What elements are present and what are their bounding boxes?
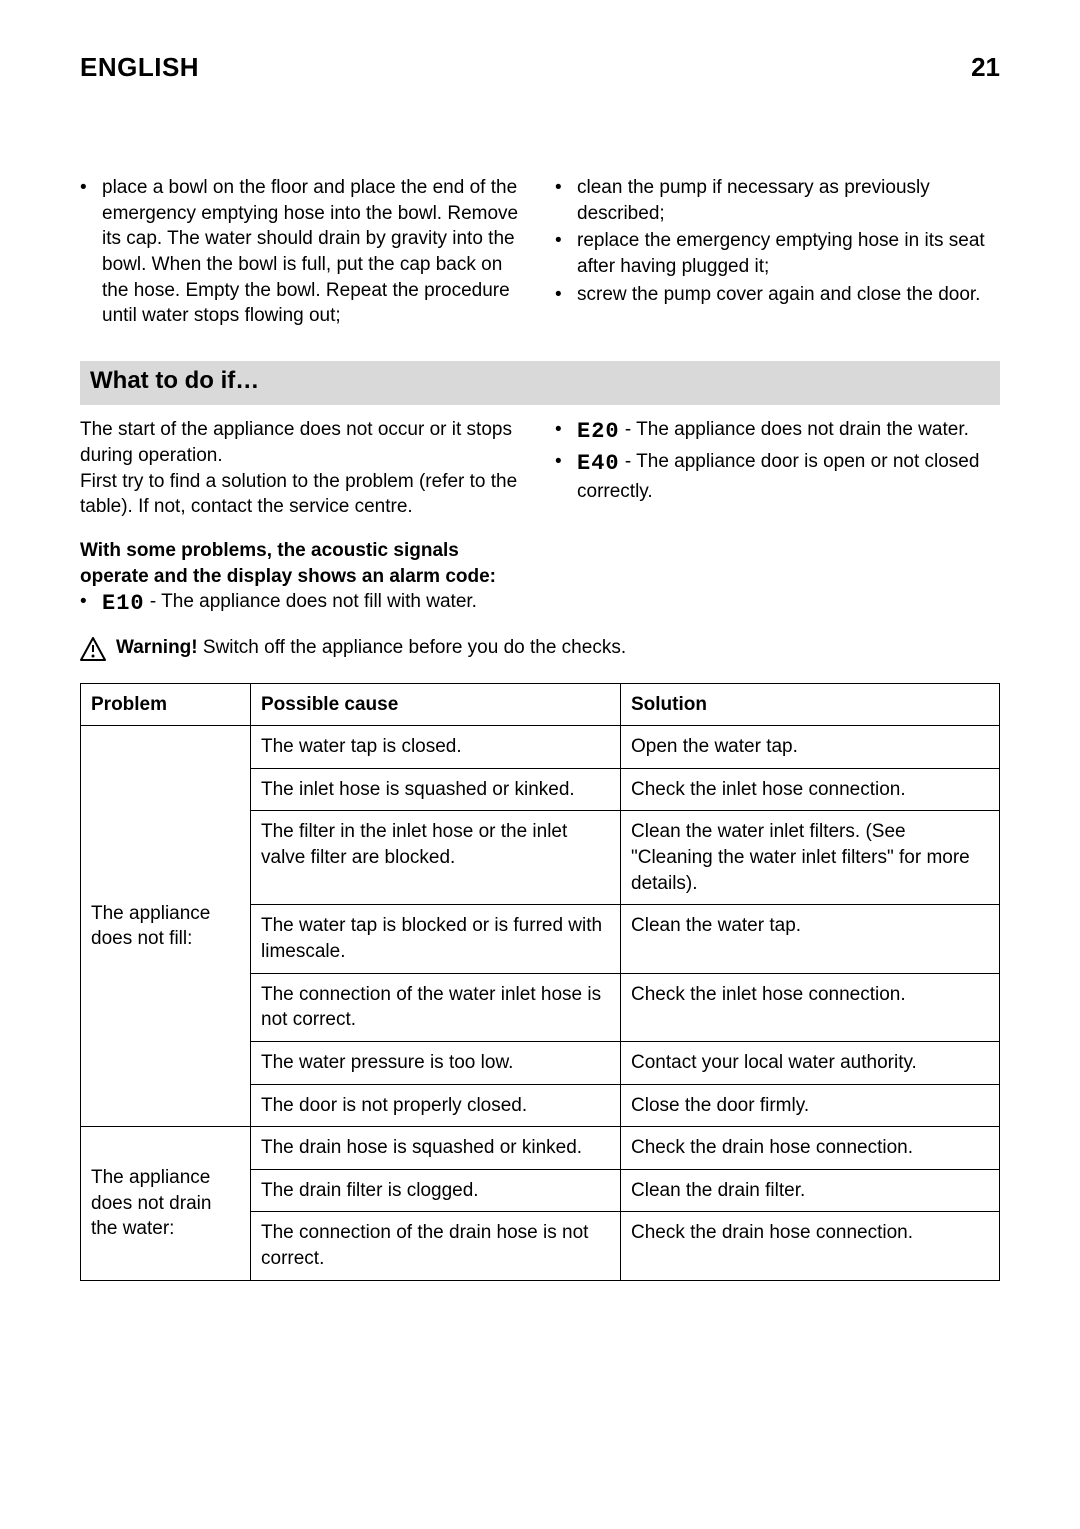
warning-label: Warning! bbox=[116, 637, 198, 658]
error-code-item: E20 - The appliance does not drain the w… bbox=[577, 417, 1000, 447]
cause-cell: The drain hose is squashed or kinked. bbox=[251, 1127, 621, 1170]
solution-cell: Close the door firmly. bbox=[621, 1084, 1000, 1127]
top-left-column: place a bowl on the floor and place the … bbox=[80, 175, 525, 331]
error-code-item: E10 - The appliance does not fill with w… bbox=[102, 589, 525, 619]
page-header: ENGLISH 21 bbox=[80, 50, 1000, 85]
cause-cell: The water tap is blocked or is furred wi… bbox=[251, 905, 621, 973]
solution-cell: Check the inlet hose connection. bbox=[621, 768, 1000, 811]
col-header-problem: Problem bbox=[81, 683, 251, 726]
top-instructions: place a bowl on the floor and place the … bbox=[80, 175, 1000, 331]
top-right-column: clean the pump if necessary as previousl… bbox=[555, 175, 1000, 331]
cause-cell: The connection of the drain hose is not … bbox=[251, 1212, 621, 1280]
intro-para-2: First try to find a solution to the prob… bbox=[80, 469, 525, 520]
table-row: The appliance does not drain the water: … bbox=[81, 1127, 1000, 1170]
what-to-do-columns: The start of the appliance does not occu… bbox=[80, 417, 1000, 621]
cause-cell: The door is not properly closed. bbox=[251, 1084, 621, 1127]
error-code-desc: - The appliance door is open or not clos… bbox=[577, 451, 979, 502]
solution-cell: Open the water tap. bbox=[621, 726, 1000, 769]
error-code-e40: E40 bbox=[577, 449, 620, 479]
warning-body: Switch off the appliance before you do t… bbox=[198, 637, 626, 658]
cause-cell: The connection of the water inlet hose i… bbox=[251, 973, 621, 1041]
col-header-cause: Possible cause bbox=[251, 683, 621, 726]
error-code-e10: E10 bbox=[102, 589, 145, 619]
section-heading-what-to-do: What to do if… bbox=[80, 361, 1000, 405]
error-code-e20: E20 bbox=[577, 417, 620, 447]
error-code-list-right: E20 - The appliance does not drain the w… bbox=[555, 417, 1000, 504]
warning-row: Warning! Switch off the appliance before… bbox=[80, 635, 1000, 669]
solution-cell: Contact your local water authority. bbox=[621, 1041, 1000, 1084]
cause-cell: The drain filter is clogged. bbox=[251, 1169, 621, 1212]
solution-cell: Clean the water tap. bbox=[621, 905, 1000, 973]
table-row: The appliance does not fill: The water t… bbox=[81, 726, 1000, 769]
list-item: replace the emergency emptying hose in i… bbox=[577, 228, 1000, 279]
cause-cell: The water tap is closed. bbox=[251, 726, 621, 769]
top-left-bullets: place a bowl on the floor and place the … bbox=[80, 175, 525, 329]
cause-cell: The filter in the inlet hose or the inle… bbox=[251, 811, 621, 905]
error-code-list-left: E10 - The appliance does not fill with w… bbox=[80, 589, 525, 619]
problem-cell: The appliance does not fill: bbox=[81, 726, 251, 1127]
solution-cell: Check the drain hose connection. bbox=[621, 1212, 1000, 1280]
what-to-do-left: The start of the appliance does not occu… bbox=[80, 417, 525, 621]
solution-cell: Clean the drain filter. bbox=[621, 1169, 1000, 1212]
error-code-desc: - The appliance does not fill with water… bbox=[145, 591, 477, 612]
what-to-do-right: E20 - The appliance does not drain the w… bbox=[555, 417, 1000, 621]
intro-para-1: The start of the appliance does not occu… bbox=[80, 417, 525, 468]
table-header-row: Problem Possible cause Solution bbox=[81, 683, 1000, 726]
problem-cell: The appliance does not drain the water: bbox=[81, 1127, 251, 1281]
col-header-solution: Solution bbox=[621, 683, 1000, 726]
error-code-item: E40 - The appliance door is open or not … bbox=[577, 449, 1000, 504]
solution-cell: Clean the water inlet filters. (See "Cle… bbox=[621, 811, 1000, 905]
solution-cell: Check the drain hose connection. bbox=[621, 1127, 1000, 1170]
solution-cell: Check the inlet hose connection. bbox=[621, 973, 1000, 1041]
page-number: 21 bbox=[971, 50, 1000, 85]
cause-cell: The water pressure is too low. bbox=[251, 1041, 621, 1084]
cause-cell: The inlet hose is squashed or kinked. bbox=[251, 768, 621, 811]
warning-text: Warning! Switch off the appliance before… bbox=[116, 635, 626, 661]
alarm-code-intro: With some problems, the acoustic signals… bbox=[80, 538, 525, 589]
list-item: place a bowl on the floor and place the … bbox=[102, 175, 525, 329]
table-body: The appliance does not fill: The water t… bbox=[81, 726, 1000, 1281]
troubleshoot-table: Problem Possible cause Solution The appl… bbox=[80, 683, 1000, 1281]
warning-icon bbox=[80, 635, 106, 669]
language-label: ENGLISH bbox=[80, 50, 199, 85]
list-item: screw the pump cover again and close the… bbox=[577, 282, 1000, 308]
list-item: clean the pump if necessary as previousl… bbox=[577, 175, 1000, 226]
error-code-desc: - The appliance does not drain the water… bbox=[620, 419, 969, 440]
top-right-bullets: clean the pump if necessary as previousl… bbox=[555, 175, 1000, 307]
